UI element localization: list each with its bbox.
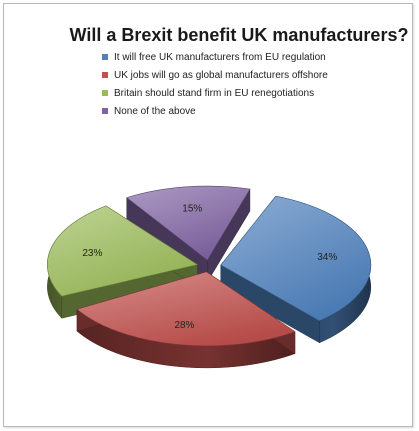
legend-item-label: Britain should stand firm in EU renegoti…	[114, 88, 314, 99]
pie-slices	[47, 185, 372, 369]
legend-item-label: It will free UK manufacturers from EU re…	[114, 52, 326, 63]
pie-slice-top	[47, 205, 199, 297]
pie-slice-top	[76, 271, 296, 347]
legend: It will free UK manufacturers from EU re…	[102, 52, 328, 117]
pie-slice	[76, 271, 296, 369]
legend-item-label: None of the above	[114, 106, 196, 117]
slice-labels: 34% 28% 23% 15%	[82, 203, 337, 331]
legend-item-label: UK jobs will go as global manufacturers …	[114, 70, 328, 81]
slice-value-label: 15%	[182, 203, 202, 214]
slice-value-label: 34%	[317, 252, 337, 263]
legend-swatch	[102, 108, 108, 114]
pie-chart: Will a Brexit benefit UK manufacturers? …	[47, 25, 409, 369]
pie-slice-top	[126, 185, 251, 261]
slice-value-label: 23%	[82, 248, 102, 259]
chart-title: Will a Brexit benefit UK manufacturers?	[70, 25, 409, 45]
pie-slice	[220, 195, 372, 344]
legend-swatch	[102, 90, 108, 96]
legend-swatch	[102, 54, 108, 60]
chart-frame: Will a Brexit benefit UK manufacturers? …	[3, 3, 413, 427]
pie-slice-top	[220, 195, 372, 322]
legend-swatch	[102, 72, 108, 78]
slice-value-label: 28%	[174, 320, 194, 331]
